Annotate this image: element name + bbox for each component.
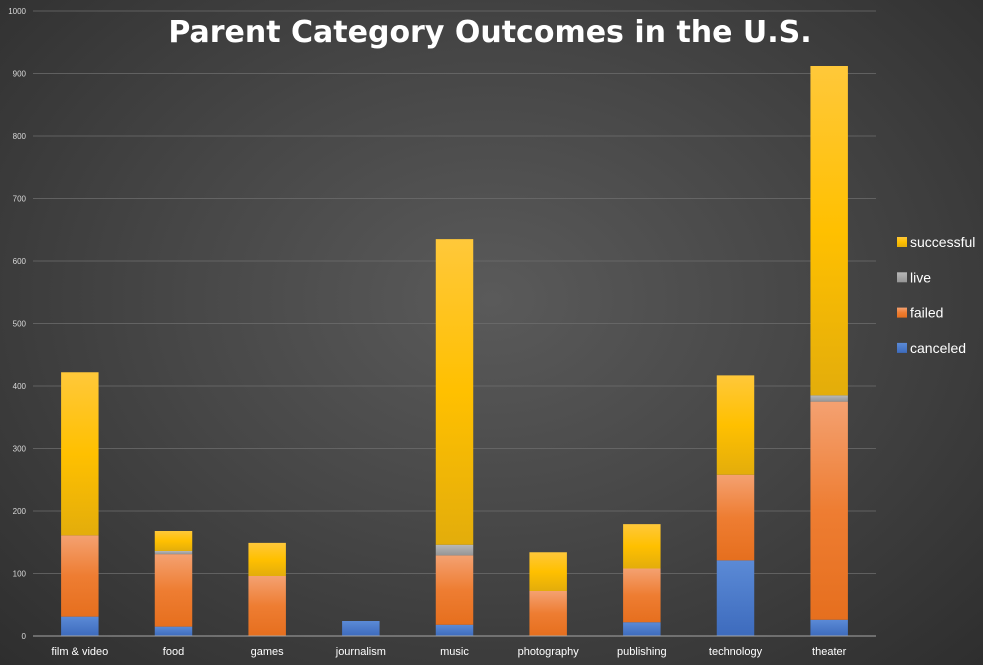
x-tick-label: journalism [335,646,386,658]
y-tick-label: 600 [13,257,27,266]
x-tick-label: publishing [617,646,667,658]
y-tick-label: 900 [13,70,27,79]
chart-title: Parent Category Outcomes in the U.S. [168,15,811,50]
bar-segment-canceled-film-video [61,616,99,636]
bar-segment-successful-publishing [623,524,661,569]
x-tick-label: music [440,646,469,658]
bar-segment-successful-theater [810,66,848,396]
x-tick-label: food [163,646,184,658]
legend-swatch-live [897,272,907,283]
bar-segment-successful-technology [716,375,755,475]
y-tick-label: 300 [13,445,27,454]
y-tick-label: 100 [13,570,27,579]
bar-segment-canceled-theater [810,619,848,636]
y-tick-label: 700 [13,195,27,204]
bar-segment-canceled-journalism [342,621,380,636]
x-axis-ticks: film & video food games journalism music phot… [51,646,846,658]
bar-segment-live-food [154,551,193,555]
y-tick-label: 1000 [8,7,26,16]
bar-segment-successful-photography [529,552,567,591]
legend: successful live failed canceled [897,234,975,356]
y-axis-ticks: 0 100 200 300 400 500 600 700 800 900 1000 [8,7,26,641]
bar-segment-live-theater [810,395,848,402]
bar-segment-canceled-music [435,624,474,636]
x-tick-label: film & video [51,646,108,658]
bar-segment-failed-games [248,576,286,636]
y-tick-label: 400 [13,382,27,391]
bar-segment-successful-music [435,239,474,545]
legend-swatch-successful [897,237,907,247]
legend-label-failed: failed [910,305,943,321]
bar-segment-failed-publishing [623,568,661,623]
x-tick-label: games [251,646,285,658]
bar-segment-canceled-food [154,626,193,636]
bar-segment-successful-film-video [61,372,99,536]
y-tick-label: 800 [13,132,27,141]
y-tick-label: 500 [13,320,27,329]
legend-label-live: live [910,269,931,285]
legend-swatch-failed [897,307,907,318]
bar-segment-canceled-technology [716,560,755,636]
bar-segment-failed-technology [716,474,755,561]
bar-segment-failed-theater [810,401,848,620]
legend-label-canceled: canceled [910,340,966,356]
bar-segment-successful-food [154,531,193,551]
bar-segment-canceled-publishing [623,622,661,636]
legend-swatch-canceled [897,342,907,353]
bar-segment-failed-food [154,554,193,627]
legend-label-successful: successful [910,234,975,250]
bar-segment-failed-music [435,555,474,625]
bars [61,66,848,636]
x-tick-label: theater [812,646,847,658]
x-tick-label: photography [518,646,580,658]
y-tick-label: 0 [22,632,27,641]
bar-segment-failed-photography [529,591,567,636]
bar-segment-successful-games [248,542,286,576]
bar-segment-failed-film-video [61,535,99,617]
x-tick-label: technology [709,646,763,658]
bar-segment-live-music [435,544,474,556]
y-tick-label: 200 [13,507,27,516]
